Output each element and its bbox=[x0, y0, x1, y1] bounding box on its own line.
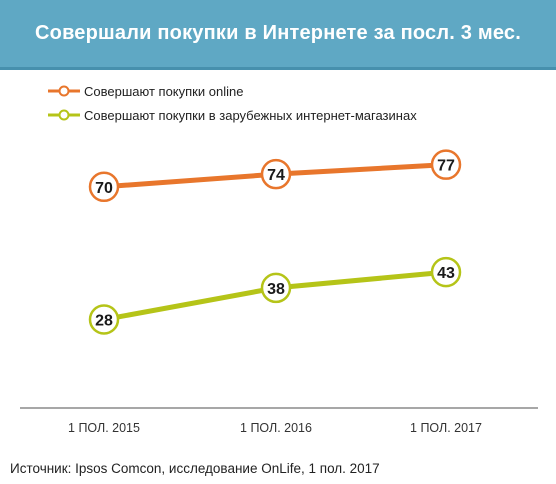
data-label-foreign: 28 bbox=[95, 313, 113, 330]
data-point-online bbox=[260, 158, 292, 190]
x-tick-label: 1 ПОЛ. 2017 bbox=[410, 421, 482, 435]
data-label-online: 74 bbox=[267, 167, 285, 184]
legend-marker-foreign bbox=[44, 107, 84, 123]
data-point-foreign bbox=[430, 256, 462, 288]
chart-title: Совершали покупки в Интернете за посл. 3… bbox=[35, 22, 521, 44]
legend-label-foreign: Совершают покупки в зарубежных интернет-… bbox=[84, 107, 417, 123]
data-point-online bbox=[88, 171, 120, 203]
data-label-online: 77 bbox=[437, 158, 455, 175]
data-point-foreign bbox=[260, 272, 292, 304]
legend-label-online: Совершают покупки online bbox=[84, 83, 244, 99]
chart-header: Совершали покупки в Интернете за посл. 3… bbox=[0, 0, 556, 70]
x-tick-label: 1 ПОЛ. 2015 bbox=[68, 421, 140, 435]
legend: Совершают покупки online Совершают покуп… bbox=[44, 80, 417, 128]
legend-item-foreign: Совершают покупки в зарубежных интернет-… bbox=[44, 104, 417, 126]
data-label-foreign: 43 bbox=[437, 265, 455, 282]
data-point-online bbox=[430, 149, 462, 180]
x-tick-label: 1 ПОЛ. 2016 bbox=[240, 421, 312, 435]
data-point-foreign bbox=[88, 304, 120, 335]
legend-marker-online bbox=[44, 83, 84, 99]
legend-item-online: Совершают покупки online bbox=[44, 80, 417, 102]
source-note: Источник: Ipsos Comcon, исследование OnL… bbox=[10, 461, 380, 476]
data-label-online: 70 bbox=[95, 180, 113, 197]
data-label-foreign: 38 bbox=[267, 281, 285, 298]
